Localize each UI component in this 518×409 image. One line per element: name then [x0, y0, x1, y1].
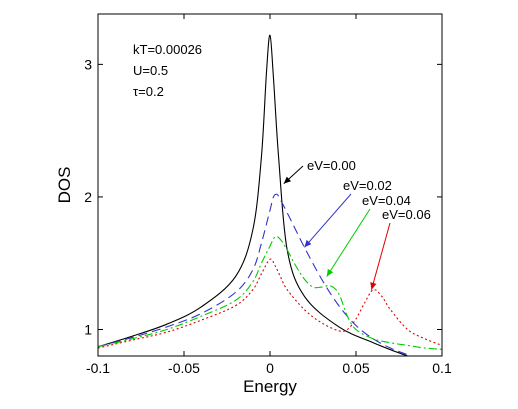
annotation-label: eV=0.02 [343, 178, 392, 193]
annotation-arrow-line [370, 222, 391, 290]
x-tick-label: 0 [266, 360, 274, 376]
annotation-arrowhead [326, 268, 334, 277]
annotation-label: eV=0.04 [362, 193, 411, 208]
series-line-1 [98, 193, 414, 356]
annotation-arrow-line [326, 208, 371, 277]
y-tick-label: 1 [84, 321, 92, 337]
parameter-box: kT=0.00026 U=0.5 τ=0.2 [133, 42, 202, 99]
y-axis-title: DOS [55, 167, 74, 204]
series-line-0 [98, 34, 410, 356]
tick-layer: -0.1 -0.05 0 0.05 0.1 1 2 3 [84, 14, 452, 376]
x-tick-label: -0.05 [168, 360, 200, 376]
annotation-label: eV=0.00 [307, 158, 356, 173]
parameter-label: U=0.5 [133, 63, 168, 78]
parameter-label: τ=0.2 [133, 84, 164, 99]
annotation-arrow-line [304, 193, 352, 248]
annotation-label: eV=0.06 [382, 207, 431, 222]
annotation-arrowhead [304, 239, 312, 248]
y-tick-label: 3 [84, 56, 92, 72]
x-tick-label: 0.1 [432, 360, 452, 376]
x-tick-label: 0.05 [342, 360, 369, 376]
series-line-3 [98, 258, 442, 349]
y-tick-label: 2 [84, 189, 92, 205]
annotation-arrowhead [283, 176, 292, 184]
series-layer [98, 34, 442, 356]
x-axis-title: Energy [243, 377, 297, 396]
x-tick-label: -0.1 [86, 360, 110, 376]
parameter-label: kT=0.00026 [133, 42, 202, 57]
series-line-2 [98, 235, 442, 350]
annotation-arrowhead [370, 282, 377, 290]
